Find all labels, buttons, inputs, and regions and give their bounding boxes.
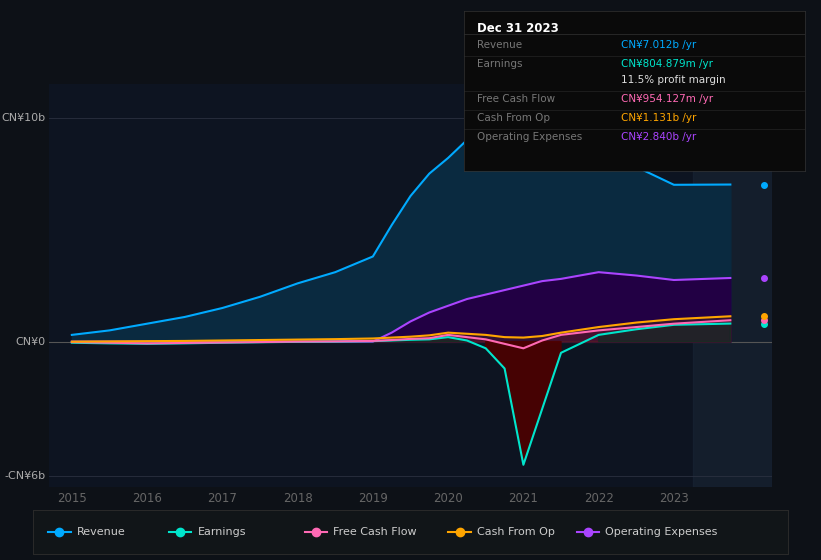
Text: -CN¥6b: -CN¥6b (5, 471, 46, 481)
Text: Operating Expenses: Operating Expenses (605, 527, 718, 537)
Text: CN¥804.879m /yr: CN¥804.879m /yr (621, 59, 713, 69)
Text: CN¥954.127m /yr: CN¥954.127m /yr (621, 94, 713, 104)
Text: CN¥0: CN¥0 (16, 337, 46, 347)
Text: Dec 31 2023: Dec 31 2023 (478, 22, 559, 35)
Text: Revenue: Revenue (478, 40, 523, 50)
Text: 11.5% profit margin: 11.5% profit margin (621, 75, 725, 85)
Text: Operating Expenses: Operating Expenses (478, 133, 583, 142)
Text: Free Cash Flow: Free Cash Flow (333, 527, 417, 537)
Text: Cash From Op: Cash From Op (478, 113, 551, 123)
Text: Free Cash Flow: Free Cash Flow (478, 94, 556, 104)
Text: CN¥7.012b /yr: CN¥7.012b /yr (621, 40, 696, 50)
Text: Earnings: Earnings (478, 59, 523, 69)
Text: CN¥2.840b /yr: CN¥2.840b /yr (621, 133, 696, 142)
Text: CN¥1.131b /yr: CN¥1.131b /yr (621, 113, 696, 123)
Text: Earnings: Earnings (198, 527, 246, 537)
Text: CN¥10b: CN¥10b (2, 113, 46, 123)
Text: Revenue: Revenue (76, 527, 126, 537)
Bar (693, 84, 772, 487)
Text: Cash From Op: Cash From Op (477, 527, 555, 537)
